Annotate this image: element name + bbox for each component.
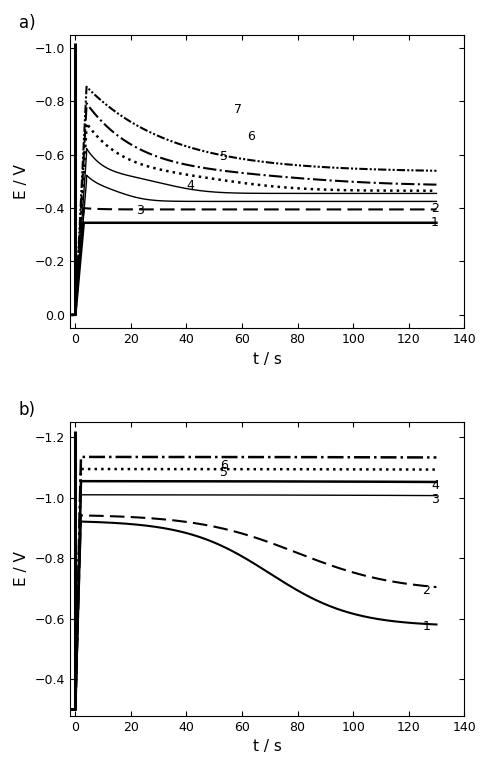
Text: 6: 6: [247, 130, 255, 143]
Text: 5: 5: [220, 150, 228, 163]
X-axis label: t / s: t / s: [252, 739, 281, 754]
Text: 3: 3: [137, 204, 145, 217]
Text: 5: 5: [220, 466, 228, 479]
Text: 1: 1: [422, 620, 430, 633]
Text: 1: 1: [431, 217, 439, 230]
Text: 6: 6: [220, 458, 228, 472]
Text: b): b): [19, 401, 36, 419]
Text: 7: 7: [234, 103, 242, 116]
Y-axis label: E / V: E / V: [14, 551, 29, 586]
Text: a): a): [19, 14, 35, 31]
Text: 2: 2: [431, 201, 439, 214]
Text: 4: 4: [187, 179, 195, 192]
Text: 2: 2: [422, 584, 430, 597]
Text: 4: 4: [431, 479, 439, 492]
Y-axis label: E / V: E / V: [14, 164, 29, 199]
X-axis label: t / s: t / s: [252, 352, 281, 366]
Text: 3: 3: [431, 493, 439, 506]
